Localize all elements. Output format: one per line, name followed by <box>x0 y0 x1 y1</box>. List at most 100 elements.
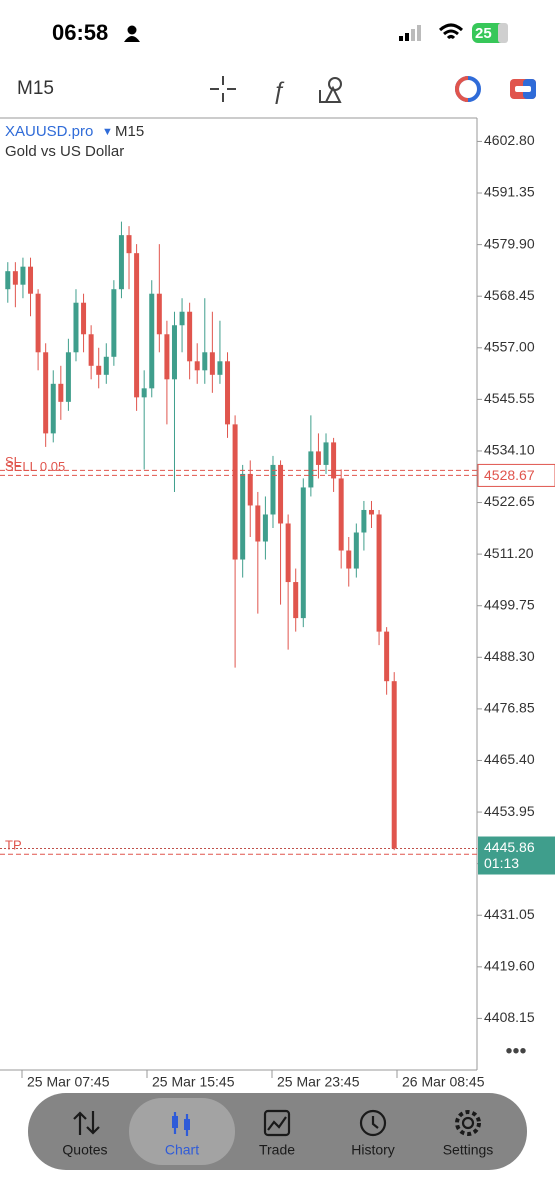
y-tick-label: 4602.80 <box>484 132 535 148</box>
candle-body <box>209 352 215 375</box>
candle-body <box>73 302 79 353</box>
order-price: 4528.67 <box>484 467 535 483</box>
candle-body <box>28 266 34 294</box>
candle-body <box>156 293 162 335</box>
candle-body <box>88 334 94 366</box>
candle-body <box>35 293 41 353</box>
x-tick-label: 25 Mar 07:45 <box>27 1074 110 1090</box>
objects-button[interactable] <box>319 77 342 103</box>
nav-item[interactable]: Settings <box>443 1142 494 1158</box>
candle-body <box>118 235 124 290</box>
y-tick-label: 4431.05 <box>484 906 535 922</box>
candle-body <box>391 681 397 849</box>
nav-item[interactable]: Trade <box>259 1142 295 1158</box>
candle-body <box>240 473 246 560</box>
y-tick-label: 4408.15 <box>484 1009 535 1025</box>
chart-timeframe: M15 <box>115 123 144 140</box>
clock: 06:58 <box>52 20 108 45</box>
candle-body <box>126 235 132 254</box>
candle-body <box>300 487 306 619</box>
symbol-description: Gold vs US Dollar <box>5 143 124 160</box>
y-tick-label: 4499.75 <box>484 596 535 612</box>
candle-body <box>232 424 238 560</box>
wifi-icon <box>438 23 464 40</box>
candle-body <box>323 442 329 465</box>
nav-item[interactable]: History <box>351 1142 395 1158</box>
bid-price: 4445.86 <box>484 839 535 855</box>
symbol-dropdown[interactable]: ▼ <box>102 126 113 138</box>
candle-body <box>262 514 268 542</box>
candle-body <box>255 505 261 542</box>
battery-level: 25 <box>475 25 492 42</box>
y-tick-label: 4557.00 <box>484 338 535 354</box>
y-tick-label: 4419.60 <box>484 958 535 974</box>
color-button[interactable] <box>455 76 481 102</box>
candle-body <box>368 509 374 515</box>
y-tick-label: 4591.35 <box>484 184 535 200</box>
y-tick-label: 4534.10 <box>484 442 535 458</box>
candle-body <box>225 361 231 425</box>
timeframe-button[interactable]: M15 <box>17 78 54 99</box>
candle-body <box>338 478 344 551</box>
candle-body <box>50 383 56 434</box>
candle-body <box>5 271 11 290</box>
x-tick-label: 26 Mar 08:45 <box>402 1074 485 1090</box>
bid-box <box>478 836 555 875</box>
order-label: SL <box>5 454 21 469</box>
candle-body <box>134 253 140 398</box>
signal-icon <box>399 25 421 41</box>
candle-body <box>278 464 284 524</box>
candle-body <box>187 311 193 362</box>
candle-body <box>247 473 253 506</box>
x-tick-label: 25 Mar 15:45 <box>152 1074 235 1090</box>
candle-body <box>141 388 147 398</box>
candle-body <box>164 334 170 380</box>
candle-body <box>331 442 337 479</box>
candle-body <box>81 302 87 335</box>
bar-countdown: 01:13 <box>484 855 519 871</box>
candle-body <box>20 266 26 285</box>
battery-empty <box>498 23 508 43</box>
y-tick-label: 4511.20 <box>484 545 534 561</box>
candle-body <box>58 383 64 402</box>
candle-body <box>96 365 102 375</box>
y-tick-label: 4488.30 <box>484 648 535 664</box>
nav-bar <box>28 1093 527 1170</box>
y-tick-label: 4522.65 <box>484 493 535 509</box>
more-button[interactable]: ••• <box>505 1040 526 1062</box>
candle-body <box>217 361 223 375</box>
candle-body <box>384 631 390 682</box>
candle-body <box>194 361 200 371</box>
candle-body <box>361 509 367 533</box>
indicator-button[interactable]: ƒ <box>272 77 285 104</box>
trade-button[interactable] <box>510 79 536 99</box>
chart-icon-body <box>172 1116 178 1128</box>
nav-selected <box>129 1098 235 1165</box>
y-tick-label: 4579.90 <box>484 235 535 251</box>
y-tick-label: 4476.85 <box>484 700 535 716</box>
order-label: TP <box>5 838 22 853</box>
nav-item[interactable]: Quotes <box>62 1142 107 1158</box>
candle-body <box>43 352 49 434</box>
y-tick-label: 4568.45 <box>484 287 535 303</box>
order-price-box <box>477 463 555 487</box>
candle-body <box>270 464 276 515</box>
candle-body <box>111 289 117 357</box>
nav-item[interactable]: Chart <box>165 1142 199 1158</box>
candle-body <box>202 352 208 371</box>
crosshair-button[interactable] <box>210 76 236 102</box>
nav-icons <box>73 1109 481 1137</box>
y-tick-label: 4453.95 <box>484 803 535 819</box>
candle-body <box>171 325 177 380</box>
symbol[interactable]: XAUUSD.pro <box>5 123 93 140</box>
candle-body <box>308 451 314 488</box>
y-tick-label: 4545.55 <box>484 390 535 406</box>
candle-body <box>346 550 352 569</box>
candle-body <box>103 356 109 375</box>
person-icon <box>124 25 140 42</box>
x-tick-label: 25 Mar 23:45 <box>277 1074 360 1090</box>
candle-body <box>285 523 291 583</box>
candle-body <box>353 532 359 569</box>
